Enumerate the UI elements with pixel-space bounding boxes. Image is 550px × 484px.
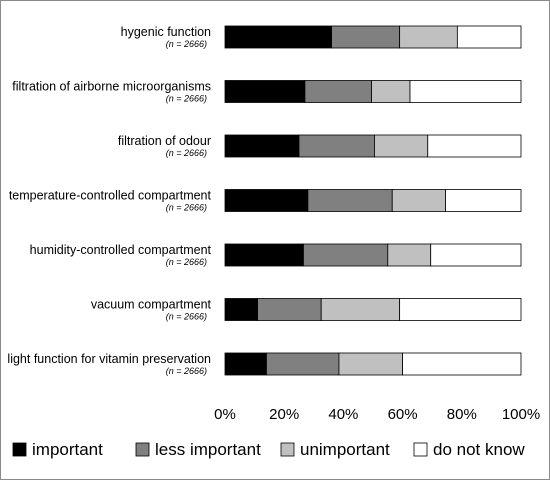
bar-segment-less-important — [303, 243, 389, 267]
legend-item-less-important: less important — [135, 440, 261, 459]
category-label: vacuum compartment — [91, 298, 212, 312]
bar-group-5 — [224, 243, 522, 267]
sample-size-label: (n = 2666) — [166, 257, 207, 267]
bar-group-1 — [224, 25, 522, 49]
bar-group-7 — [224, 352, 522, 376]
bar-group-2 — [224, 80, 522, 103]
sample-size-label: (n = 2666) — [166, 312, 207, 322]
category-label: filtration of odour — [118, 134, 211, 148]
sample-size-label: (n = 2666) — [166, 366, 207, 376]
category-label: humidity-controlled compartment — [30, 243, 212, 257]
bar-segment-do-not-know — [399, 298, 522, 321]
sample-size-label: (n = 2666) — [166, 148, 207, 158]
legend-item-do-not-know: do not know — [413, 440, 525, 459]
legend-label: less important — [155, 440, 261, 459]
legend-label: important — [32, 440, 103, 459]
bar-group-3 — [224, 134, 522, 158]
bar-segment-important — [224, 298, 258, 321]
sample-size-label: (n = 2666) — [166, 94, 207, 104]
sample-size-label: (n = 2666) — [166, 203, 207, 213]
legend-swatch — [135, 442, 150, 457]
legend-swatch — [280, 442, 295, 457]
bar-segment-important — [224, 134, 300, 158]
x-tick-label: 20% — [269, 406, 299, 423]
bar-segment-unimportant — [387, 243, 432, 267]
x-tick-label: 40% — [328, 406, 358, 423]
bar-group-4 — [224, 189, 522, 212]
x-tick-label: 60% — [388, 406, 418, 423]
x-tick-label: 100% — [502, 406, 540, 423]
bar-segment-do-not-know — [409, 80, 522, 103]
legend-swatch — [413, 442, 428, 457]
legend-label: unimportant — [300, 440, 390, 459]
bar-segment-important — [224, 25, 332, 49]
x-tick-label: 80% — [447, 406, 477, 423]
bar-segment-unimportant — [320, 298, 401, 321]
bar-segment-important — [224, 80, 306, 103]
legend-label: do not know — [433, 440, 525, 459]
bar-group-6 — [224, 298, 522, 321]
bar-segment-do-not-know — [402, 352, 522, 376]
sample-size-label: (n = 2666) — [166, 39, 207, 49]
category-label: temperature-controlled compartment — [9, 189, 212, 203]
bar-segment-important — [224, 189, 309, 212]
bar-segment-important — [224, 352, 267, 376]
bar-segment-unimportant — [338, 352, 403, 376]
category-label: hygenic function — [121, 25, 211, 39]
category-label: filtration of airborne microorganisms — [12, 80, 211, 94]
bar-segment-do-not-know — [456, 25, 522, 49]
bar-segment-less-important — [298, 134, 375, 158]
bar-segment-do-not-know — [427, 134, 522, 158]
bar-segment-less-important — [304, 80, 372, 103]
category-label: light function for vitamin preservation — [7, 352, 211, 366]
bar-segment-do-not-know — [445, 189, 522, 212]
bar-segment-unimportant — [374, 134, 429, 158]
bar-segment-unimportant — [371, 80, 411, 103]
bar-segment-less-important — [266, 352, 340, 376]
bar-segment-do-not-know — [430, 243, 522, 267]
bar-segment-less-important — [331, 25, 401, 49]
legend-swatch — [12, 442, 27, 457]
legend-item-unimportant: unimportant — [280, 440, 390, 459]
bar-segment-unimportant — [391, 189, 446, 212]
bar-segment-less-important — [257, 298, 322, 321]
bar-segment-unimportant — [399, 25, 458, 49]
bar-segment-less-important — [307, 189, 393, 212]
legend-item-important: important — [12, 440, 103, 459]
x-tick-label: 0% — [214, 406, 236, 423]
bar-segment-important — [224, 243, 304, 267]
